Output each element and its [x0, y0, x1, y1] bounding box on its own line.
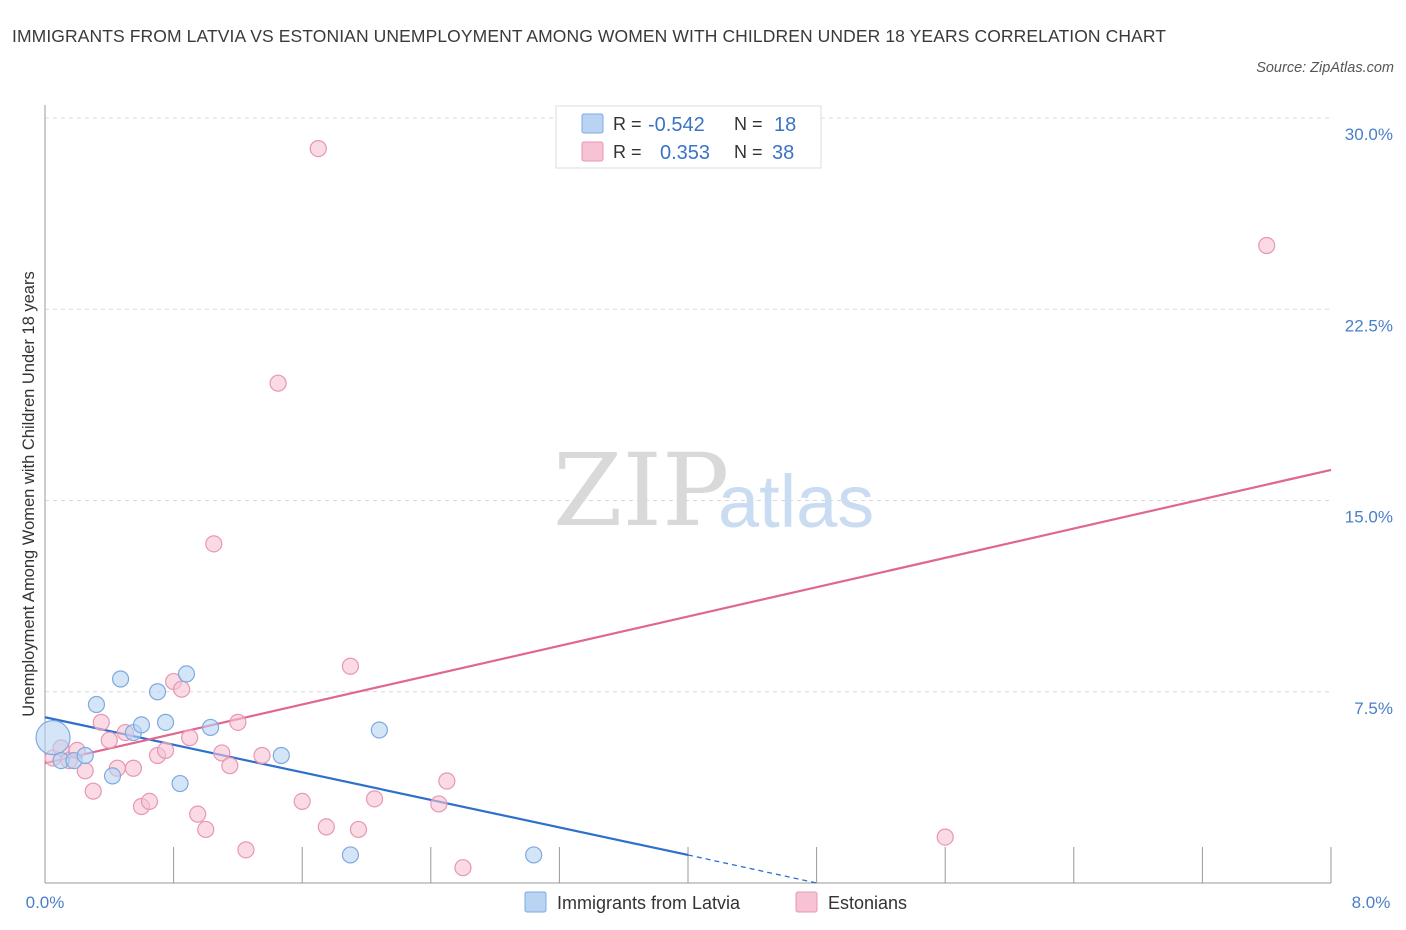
point-estonians-7	[100, 731, 118, 749]
point-estonians-20	[205, 535, 223, 553]
chart-title: IMMIGRANTS FROM LATVIA VS ESTONIAN UNEMP…	[12, 26, 1167, 46]
point-latvia-10	[156, 713, 175, 731]
y-tick-label-3: 30.0%	[1345, 125, 1393, 144]
x-axis-ticks	[173, 847, 1332, 883]
point-estonians-5	[84, 782, 102, 800]
legend-r-value-latvia: -0.542	[648, 114, 705, 136]
y-tick-label-0: 7.5%	[1354, 699, 1393, 718]
trend-lines	[44, 468, 1332, 884]
point-estonians-27	[293, 792, 311, 811]
point-latvia-4	[87, 695, 106, 714]
point-estonians-19	[197, 820, 215, 839]
watermark-atlas: atlas	[718, 460, 874, 543]
y-tick-labels: 7.5% 15.0% 22.5% 30.0%	[1345, 125, 1393, 718]
legend-n-label-latvia: N =	[734, 114, 763, 134]
bottom-legend-swatch-latvia	[524, 891, 547, 913]
legend-r-label-latvia: R =	[613, 114, 642, 134]
watermark: ZIP atlas	[553, 432, 874, 549]
point-latvia-13	[201, 718, 220, 737]
legend-n-label-estonians: N =	[734, 142, 763, 162]
point-latvia-16	[370, 721, 388, 739]
point-latvia-3	[76, 746, 94, 765]
point-estonians-31	[349, 820, 368, 839]
source-label: Source: ZipAtlas.com	[1256, 60, 1394, 76]
point-latvia-14	[272, 746, 290, 765]
point-estonians-10	[124, 759, 143, 777]
trend-line-0	[44, 716, 689, 857]
point-latvia-6	[111, 670, 130, 688]
legend-r-label-estonians: R =	[613, 142, 642, 162]
point-estonians-29	[317, 818, 335, 836]
point-latvia-8	[132, 716, 151, 734]
point-estonians-18	[189, 805, 207, 823]
point-estonians-14	[156, 741, 175, 760]
point-estonians-22	[221, 757, 239, 775]
trend-line-extension-0	[687, 854, 817, 884]
point-latvia-9	[148, 683, 167, 701]
x-tick-label-max: 8.0%	[1352, 893, 1391, 912]
point-estonians-37	[1258, 236, 1276, 255]
legend-n-value-estonians: 38	[772, 142, 794, 164]
legend-swatch-latvia	[581, 113, 604, 134]
point-latvia-12	[177, 665, 196, 683]
point-estonians-6	[92, 713, 110, 731]
point-estonians-32	[365, 790, 384, 808]
y-tick-label-2: 22.5%	[1345, 316, 1393, 335]
point-estonians-23	[229, 713, 247, 731]
bottom-legend-label-estonians: Estonians	[828, 893, 907, 913]
point-estonians-16	[173, 680, 191, 698]
series-legend: Immigrants from Latvia Estonians	[524, 891, 907, 913]
point-estonians-17	[181, 729, 199, 747]
y-axis-label: Unemployment Among Women with Children U…	[20, 271, 38, 716]
point-estonians-12	[140, 792, 159, 811]
point-estonians-30	[341, 657, 360, 675]
point-latvia-0	[35, 720, 71, 756]
bottom-legend-label-latvia: Immigrants from Latvia	[557, 893, 741, 913]
grid-lines	[45, 117, 1331, 693]
point-estonians-36	[936, 828, 954, 846]
x-tick-label-min: 0.0%	[26, 893, 65, 912]
point-estonians-21	[213, 744, 231, 762]
point-estonians-24	[237, 841, 255, 859]
point-estonians-33	[430, 795, 448, 813]
trend-line-1	[44, 468, 1332, 765]
legend-swatch-estonians	[581, 141, 604, 162]
legend-n-value-latvia: 18	[774, 114, 796, 136]
point-estonians-26	[269, 374, 287, 392]
point-latvia-5	[103, 767, 122, 785]
point-estonians-34	[438, 772, 456, 790]
point-latvia-15	[341, 846, 360, 864]
point-latvia-11	[171, 774, 189, 793]
point-estonians-28	[309, 140, 327, 158]
bottom-legend-swatch-estonians	[795, 891, 818, 913]
watermark-zip: ZIP	[553, 432, 729, 549]
legend-r-value-estonians: 0.353	[660, 142, 710, 164]
point-estonians-25	[253, 746, 271, 765]
y-tick-label-1: 15.0%	[1345, 508, 1393, 527]
point-estonians-35	[454, 859, 472, 877]
data-points	[35, 140, 1276, 877]
correlation-legend: R = -0.542 N = 18 R = 0.353 N = 38	[555, 105, 822, 169]
point-latvia-17	[525, 846, 543, 864]
